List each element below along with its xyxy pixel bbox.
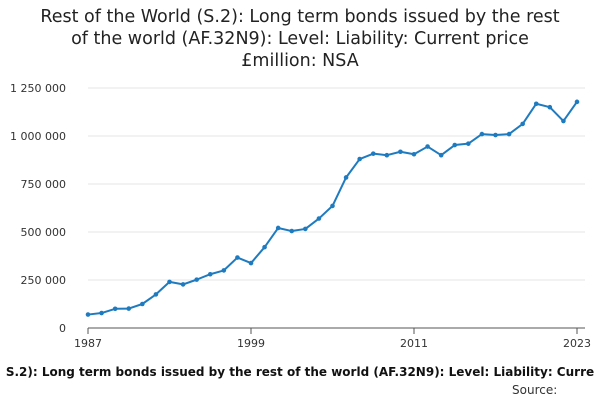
data-point	[275, 225, 281, 231]
chart-title-line-3: £million: NSA	[241, 51, 359, 71]
y-tick-label: 750 000	[21, 178, 67, 191]
x-tick-label: 2011	[400, 337, 428, 350]
x-tick-label: 2023	[563, 337, 591, 350]
data-point	[343, 175, 349, 180]
data-point	[384, 152, 390, 158]
data-point	[140, 301, 145, 307]
y-tick-label: 1 000 000	[10, 130, 66, 143]
data-point	[99, 310, 104, 316]
series-line	[87, 100, 578, 316]
data-point	[330, 203, 335, 209]
data-point	[303, 226, 308, 232]
data-point	[547, 104, 553, 110]
x-tick-label: 1987	[74, 337, 102, 350]
data-point	[289, 228, 295, 234]
data-point	[194, 277, 199, 282]
y-tick-label: 250 000	[21, 274, 67, 287]
data-point	[85, 312, 91, 317]
data-point	[466, 141, 471, 146]
series-group	[85, 99, 580, 317]
data-point	[479, 131, 485, 137]
data-point	[316, 216, 322, 221]
data-point	[520, 121, 525, 127]
y-tick-label: 1 250 000	[10, 82, 66, 95]
data-point	[411, 151, 417, 157]
y-axis: 0 250 000 500 000 750 000 1 000 000 1 250 000	[10, 82, 66, 335]
data-point	[235, 255, 240, 260]
series	[85, 99, 580, 317]
footer-series-label: S.2): Long term bonds issued by the rest…	[5, 365, 595, 379]
data-point	[207, 271, 213, 277]
gridlines	[88, 87, 585, 281]
data-point	[221, 268, 227, 273]
data-point	[180, 282, 186, 287]
data-point	[574, 99, 580, 105]
data-point	[167, 279, 172, 285]
chart-title-line-1: Rest of the World (S.2): Long term bonds…	[40, 7, 560, 27]
y-tick-label: 0	[59, 322, 66, 335]
data-point	[262, 244, 267, 250]
data-point	[357, 156, 362, 162]
data-point	[370, 151, 376, 156]
data-point	[126, 306, 132, 311]
x-tick-label: 1999	[237, 337, 265, 350]
data-point	[452, 142, 458, 148]
data-point	[493, 132, 498, 138]
data-point	[533, 101, 539, 107]
data-point	[112, 306, 118, 312]
data-point	[153, 292, 159, 297]
footer-source-label: Source:	[512, 383, 558, 397]
data-point	[425, 144, 430, 149]
data-point	[506, 131, 512, 137]
data-point	[398, 149, 403, 155]
x-axis-ticks: 1987 1999 2011 2023	[74, 328, 591, 350]
data-point	[248, 260, 254, 266]
data-point	[561, 118, 566, 124]
data-point	[438, 152, 444, 158]
chart-title-line-2: of the world (AF.32N9): Level: Liability…	[71, 29, 529, 49]
y-tick-label: 500 000	[21, 226, 67, 239]
chart-title: Rest of the World (S.2): Long term bonds…	[0, 6, 600, 72]
